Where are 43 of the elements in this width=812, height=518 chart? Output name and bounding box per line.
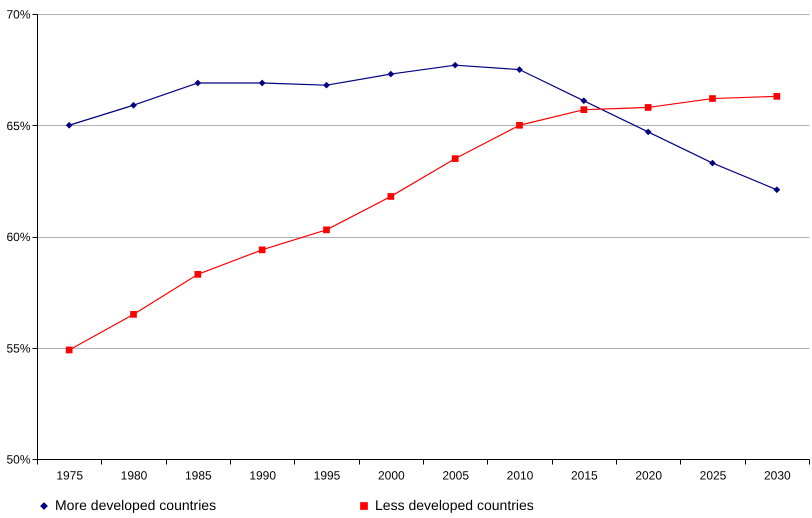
legend-label: More developed countries bbox=[55, 497, 216, 513]
point bbox=[452, 155, 459, 162]
y-tick-label: 70% bbox=[6, 8, 31, 22]
point bbox=[773, 92, 780, 100]
point bbox=[580, 106, 588, 114]
point bbox=[452, 62, 459, 69]
point bbox=[516, 122, 523, 129]
x-tick-label: 1990 bbox=[249, 468, 276, 482]
point bbox=[387, 193, 394, 200]
x-tick-label: 1995 bbox=[314, 468, 341, 482]
point bbox=[644, 128, 652, 136]
y-tick-label: 50% bbox=[6, 452, 31, 466]
y-tick-label: 65% bbox=[6, 118, 31, 133]
point bbox=[709, 160, 716, 166]
point bbox=[258, 246, 266, 254]
point bbox=[66, 346, 73, 354]
x-tick-label: 2020 bbox=[635, 468, 662, 482]
x-tick-label: 1980 bbox=[120, 468, 148, 482]
point bbox=[130, 311, 137, 318]
point bbox=[258, 80, 266, 86]
legend-label: Less developed countries bbox=[375, 497, 534, 513]
x-tick-label: 2005 bbox=[442, 468, 470, 482]
x-tick-label: 2015 bbox=[570, 468, 598, 482]
x-tick-label: 1975 bbox=[56, 468, 84, 482]
point bbox=[323, 82, 330, 89]
x-tick-label: 2000 bbox=[378, 468, 406, 482]
point bbox=[516, 66, 523, 73]
point bbox=[709, 95, 716, 102]
x-tick-label: 2030 bbox=[764, 468, 792, 482]
x-tick-label: 1985 bbox=[184, 468, 212, 482]
point bbox=[387, 70, 394, 78]
point bbox=[194, 270, 202, 278]
point bbox=[194, 80, 202, 86]
point bbox=[773, 186, 780, 194]
y-tick-label: 55% bbox=[6, 341, 31, 356]
y-tick-label: 60% bbox=[6, 230, 31, 244]
point bbox=[323, 226, 330, 234]
point bbox=[66, 122, 73, 129]
point bbox=[644, 104, 652, 111]
point bbox=[580, 97, 588, 104]
x-tick-label: 2025 bbox=[700, 468, 727, 482]
point bbox=[130, 102, 137, 109]
x-tick-label: 2010 bbox=[506, 468, 534, 482]
